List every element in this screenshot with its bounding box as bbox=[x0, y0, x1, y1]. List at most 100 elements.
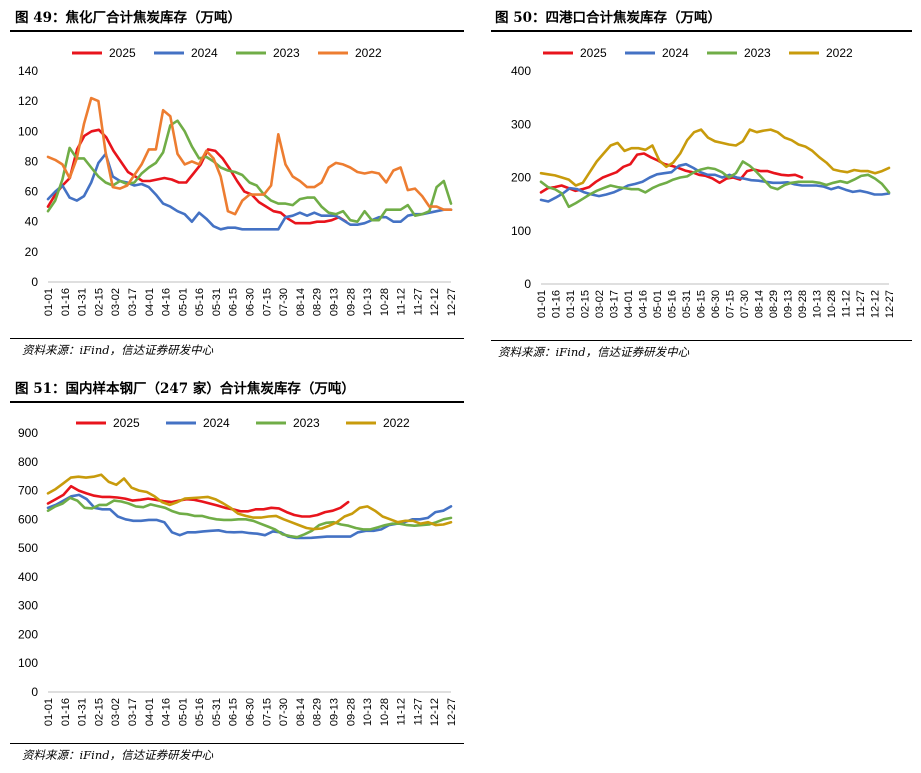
legend-label: 2023 bbox=[273, 46, 300, 60]
legend-label: 2025 bbox=[113, 416, 140, 430]
x-tick-label: 12-27 bbox=[446, 288, 458, 316]
legend-item-2022: 2022 bbox=[346, 416, 410, 430]
y-tick-label: 100 bbox=[511, 224, 531, 238]
x-tick-label: 07-30 bbox=[739, 290, 751, 318]
x-tick-label: 09-28 bbox=[345, 698, 357, 726]
x-tick-label: 03-17 bbox=[127, 698, 139, 726]
legend-label: 2025 bbox=[109, 46, 136, 60]
legend-item-2023: 2023 bbox=[236, 46, 300, 60]
y-tick-label: 80 bbox=[25, 154, 39, 168]
x-tick-label: 01-16 bbox=[551, 290, 563, 318]
legend-label: 2022 bbox=[383, 416, 410, 430]
x-tick-label: 07-15 bbox=[261, 288, 273, 316]
y-tick-label: 100 bbox=[18, 124, 38, 138]
legend-item-2025: 2025 bbox=[76, 416, 140, 430]
x-tick-label: 02-15 bbox=[93, 288, 105, 316]
x-tick-label: 06-30 bbox=[710, 290, 722, 318]
line-chart-steel-mill-inventory: 0 100 200 300 400 500 600 700 800 900 01-01 01-16 01… bbox=[18, 416, 458, 726]
y-tick-label: 140 bbox=[18, 64, 38, 78]
x-tick-label: 11-27 bbox=[855, 290, 867, 317]
x-tick-label: 08-14 bbox=[295, 698, 307, 726]
legend-item-2024: 2024 bbox=[154, 46, 218, 60]
x-tick-label: 10-28 bbox=[826, 290, 838, 318]
x-tick-label: 01-01 bbox=[43, 698, 55, 726]
x-tick-label: 05-16 bbox=[194, 698, 206, 726]
source-note: 资料来源：iFind，信达证券研发中心 bbox=[22, 748, 214, 762]
x-tick-label: 07-15 bbox=[261, 698, 273, 726]
y-tick-label: 800 bbox=[18, 455, 38, 469]
x-tick-label: 10-13 bbox=[362, 698, 374, 726]
y-tick-label: 500 bbox=[18, 541, 38, 555]
series-line-2022 bbox=[46, 473, 453, 531]
series-line-2023 bbox=[539, 160, 891, 209]
title-rule bbox=[10, 401, 464, 403]
x-tick-label: 02-15 bbox=[580, 290, 592, 318]
y-tick-label: 300 bbox=[511, 117, 531, 131]
x-tick-label: 09-13 bbox=[783, 290, 795, 318]
y-tick-label: 600 bbox=[18, 512, 38, 526]
series-line-2023 bbox=[46, 119, 453, 223]
y-tick-label: 100 bbox=[18, 656, 38, 670]
legend-item-2025: 2025 bbox=[543, 46, 607, 60]
x-tick-label: 11-27 bbox=[412, 698, 424, 725]
source-rule bbox=[10, 743, 464, 744]
x-tick-label: 09-28 bbox=[797, 290, 809, 318]
legend-item-2023: 2023 bbox=[707, 46, 771, 60]
x-tick-label: 07-15 bbox=[725, 290, 737, 318]
x-tick-label: 11-12 bbox=[841, 290, 853, 317]
y-tick-label: 400 bbox=[18, 570, 38, 584]
x-tick-label: 05-31 bbox=[681, 290, 693, 318]
x-tick-label: 01-16 bbox=[60, 288, 72, 316]
series-line-2022 bbox=[46, 96, 453, 216]
x-tick-label: 01-01 bbox=[536, 290, 548, 318]
legend-item-2024: 2024 bbox=[166, 416, 230, 430]
x-tick-label: 03-17 bbox=[127, 288, 139, 316]
chart-title: 图 50：四港口合计焦炭库存（万吨） bbox=[495, 10, 721, 26]
x-tick-label: 05-01 bbox=[177, 288, 189, 316]
legend-item-2022: 2022 bbox=[318, 46, 382, 60]
y-tick-label: 900 bbox=[18, 426, 38, 440]
y-tick-label: 200 bbox=[18, 627, 38, 641]
x-tick-label: 06-30 bbox=[245, 288, 257, 316]
x-tick-label: 08-29 bbox=[768, 290, 780, 318]
x-tick-label: 11-12 bbox=[396, 288, 408, 315]
x-tick-label: 01-31 bbox=[77, 698, 89, 726]
series-line-2024 bbox=[46, 493, 453, 540]
y-tick-label: 300 bbox=[18, 599, 38, 613]
x-tick-label: 10-28 bbox=[379, 698, 391, 726]
x-tick-label: 06-30 bbox=[245, 698, 257, 726]
x-tick-label: 04-01 bbox=[144, 288, 156, 316]
x-tick-label: 06-15 bbox=[228, 288, 240, 316]
x-tick-label: 11-12 bbox=[396, 698, 408, 725]
x-tick-label: 05-01 bbox=[177, 698, 189, 726]
legend-item-2024: 2024 bbox=[625, 46, 689, 60]
x-tick-label: 12-12 bbox=[429, 288, 441, 316]
x-tick-label: 06-15 bbox=[696, 290, 708, 318]
x-tick-label: 08-14 bbox=[754, 290, 766, 318]
x-tick-label: 12-12 bbox=[429, 698, 441, 726]
x-tick-label: 09-13 bbox=[328, 698, 340, 726]
title-rule bbox=[491, 30, 912, 32]
x-tick-label: 07-30 bbox=[278, 698, 290, 726]
x-tick-label: 08-29 bbox=[312, 698, 324, 726]
line-chart-port-inventory: 0 100 200 300 400 01-01 01-16 01-31 02-15 03-02 03… bbox=[511, 46, 896, 318]
line-chart-coke-plant-inventory: 0 20 40 60 80 100 120 140 01-01 01-16 01-31 02-15 03… bbox=[18, 46, 458, 316]
y-tick-label: 40 bbox=[25, 215, 39, 229]
x-tick-label: 03-02 bbox=[110, 288, 122, 316]
x-tick-label: 04-16 bbox=[638, 290, 650, 318]
y-tick-label: 120 bbox=[18, 94, 38, 108]
legend-label: 2024 bbox=[203, 416, 230, 430]
source-rule bbox=[10, 338, 464, 339]
x-tick-label: 05-01 bbox=[652, 290, 664, 318]
x-tick-label: 10-28 bbox=[379, 288, 391, 316]
x-tick-label: 12-12 bbox=[870, 290, 882, 318]
legend-label: 2023 bbox=[293, 416, 320, 430]
x-tick-label: 09-13 bbox=[328, 288, 340, 316]
y-tick-label: 0 bbox=[31, 275, 38, 289]
y-tick-label: 20 bbox=[25, 245, 39, 259]
x-tick-label: 03-02 bbox=[594, 290, 606, 318]
x-tick-label: 06-15 bbox=[228, 698, 240, 726]
series-line-2025 bbox=[46, 128, 348, 225]
y-tick-label: 0 bbox=[31, 685, 38, 699]
legend-label: 2024 bbox=[662, 46, 689, 60]
